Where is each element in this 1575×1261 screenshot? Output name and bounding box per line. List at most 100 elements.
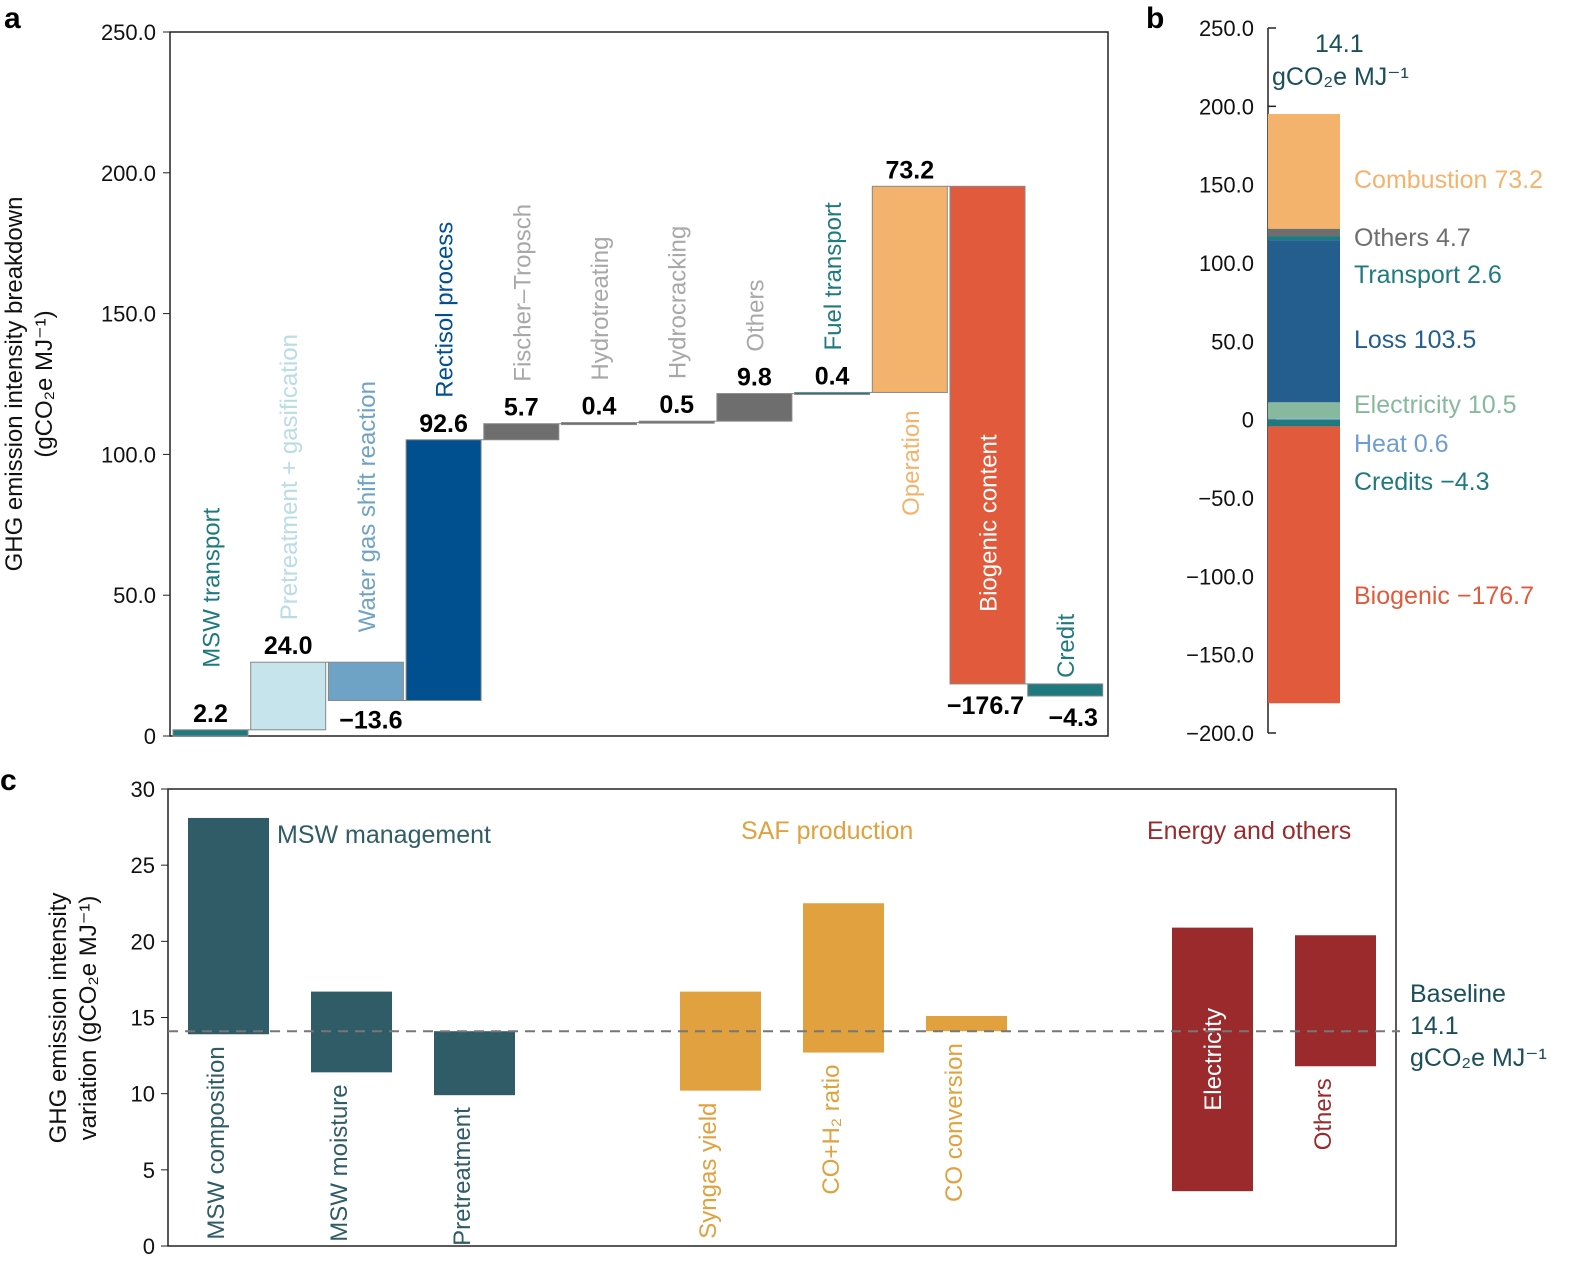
group-title: SAF production: [741, 817, 913, 845]
category-label: Fuel transport: [820, 202, 847, 350]
y-tick-label: 10: [131, 1082, 155, 1107]
y-tick-label: −150.0: [1186, 643, 1254, 668]
bar-label: Syngas yield: [695, 1103, 722, 1239]
bar-label: Pretreatment: [449, 1107, 476, 1246]
category-label: Hydrotreating: [587, 237, 614, 381]
variation-bar: [1295, 935, 1376, 1067]
y-tick-label: −200.0: [1186, 721, 1254, 746]
waterfall-bar: [172, 729, 249, 737]
waterfall-bar: [794, 391, 871, 395]
variation-bar: [680, 991, 761, 1091]
bar-label: Electricity: [1200, 1008, 1227, 1111]
value-label: −4.3: [1049, 704, 1098, 732]
baseline-unit: gCO₂e MJ⁻¹: [1410, 1044, 1547, 1072]
value-label: 0.5: [659, 391, 694, 419]
y-tick-label: 200.0: [1199, 94, 1254, 119]
panel-b-total-value: 14.1: [1315, 30, 1364, 58]
waterfall-bar: [483, 423, 560, 441]
group-title: MSW management: [277, 821, 491, 849]
waterfall-bar: [716, 393, 793, 422]
bar-label: CO+H₂ ratio: [818, 1065, 845, 1195]
segment-label: Combustion 73.2: [1354, 166, 1543, 194]
waterfall-bar: [561, 422, 637, 426]
y-tick-label: 150.0: [101, 302, 156, 327]
value-label: 73.2: [885, 156, 934, 184]
panel-b-total-unit: gCO₂e MJ⁻¹: [1272, 63, 1409, 91]
bar-label: MSW moisture: [326, 1084, 353, 1241]
y-tick-label: −100.0: [1186, 564, 1254, 589]
segment-label: Credits −4.3: [1354, 468, 1490, 496]
stack-segment: [1268, 236, 1340, 241]
segment-label: Others 4.7: [1354, 224, 1471, 252]
variation-bar: [1172, 927, 1253, 1192]
waterfall-bar: [327, 661, 404, 702]
panel-c-floating-bars: GHG emission intensity variation (gCO₂e …: [45, 777, 1547, 1259]
y-tick-label: 150.0: [1199, 173, 1254, 198]
panel-a-waterfall: GHG emission intensity breakdown (gCO₂e …: [1, 20, 1109, 749]
segment-label: Biogenic −176.7: [1354, 582, 1534, 610]
panel-a-frame: [169, 31, 1109, 737]
y-tick-label: −50.0: [1198, 486, 1254, 511]
segment-label: Loss 103.5: [1354, 326, 1476, 354]
stack-segment: [1268, 418, 1340, 420]
variation-bar: [926, 1015, 1007, 1032]
stack-segment: [1268, 419, 1340, 427]
stack-segment: [1268, 426, 1340, 704]
bar-label: Others: [1310, 1078, 1337, 1150]
segment-label: Electricity 10.5: [1354, 391, 1517, 419]
panel-label-c: c: [0, 764, 17, 797]
waterfall-bar: [1027, 683, 1104, 697]
category-label: Water gas shift reaction: [354, 381, 381, 632]
category-label: Rectisol process: [432, 222, 459, 398]
category-label: Operation: [898, 410, 925, 515]
value-label: 92.6: [419, 410, 468, 438]
panel-a-ylabel-2: (gCO₂e MJ⁻¹): [31, 310, 58, 457]
segment-label: Heat 0.6: [1354, 430, 1449, 458]
value-label: 5.7: [504, 394, 539, 422]
panel-c-ylabel-1: GHG emission intensity: [45, 893, 72, 1144]
value-label: 0.4: [582, 393, 617, 421]
value-label: −13.6: [339, 707, 402, 735]
y-tick-label: 20: [131, 929, 155, 954]
y-tick-label: 5: [143, 1158, 155, 1183]
segment-label: Transport 2.6: [1354, 261, 1502, 289]
y-tick-label: 250.0: [1199, 16, 1254, 41]
stack-segment: [1268, 240, 1340, 403]
panel-a-ylabel-1: GHG emission intensity breakdown: [1, 197, 28, 572]
variation-bar: [434, 1031, 515, 1096]
waterfall-bar: [949, 185, 1026, 685]
value-label: 24.0: [264, 632, 313, 660]
y-tick-label: 25: [131, 853, 155, 878]
waterfall-bar: [250, 661, 327, 731]
category-label: MSW transport: [199, 507, 226, 667]
baseline-label: Baseline: [1410, 980, 1506, 1008]
category-label: Biogenic content: [976, 434, 1003, 612]
waterfall-bar: [638, 420, 715, 424]
stack-segment: [1268, 228, 1340, 237]
y-tick-label: 15: [131, 1006, 155, 1031]
variation-bar: [803, 903, 884, 1053]
group-title: Energy and others: [1147, 817, 1351, 845]
y-tick-label: 100.0: [101, 442, 156, 467]
stack-segment: [1268, 114, 1340, 229]
waterfall-bar: [405, 439, 482, 702]
y-tick-label: 0: [144, 724, 156, 749]
value-label: 0.4: [815, 362, 850, 390]
panel-b-stacked-bar: 14.1 gCO₂e MJ⁻¹ −200.0 −150.0 −100.0 −50.0 0…: [1186, 16, 1543, 746]
bar-label: CO conversion: [941, 1043, 968, 1202]
category-label: Pretreatment + gasification: [276, 334, 303, 620]
variation-bar: [188, 817, 269, 1035]
y-tick-label: 200.0: [101, 161, 156, 186]
baseline-value: 14.1: [1410, 1012, 1459, 1040]
category-label: Credit: [1053, 614, 1080, 678]
y-tick-label: 250.0: [101, 20, 156, 45]
panel-c-ylabel-2: variation (gCO₂e MJ⁻¹): [75, 896, 102, 1141]
y-tick-label: 50.0: [113, 583, 156, 608]
y-tick-label: 100.0: [1199, 251, 1254, 276]
y-tick-label: 0: [1242, 408, 1254, 433]
value-label: 9.8: [737, 364, 772, 392]
panel-label-a: a: [4, 2, 21, 35]
y-tick-label: 50.0: [1211, 329, 1254, 354]
stack-segment: [1268, 402, 1340, 419]
